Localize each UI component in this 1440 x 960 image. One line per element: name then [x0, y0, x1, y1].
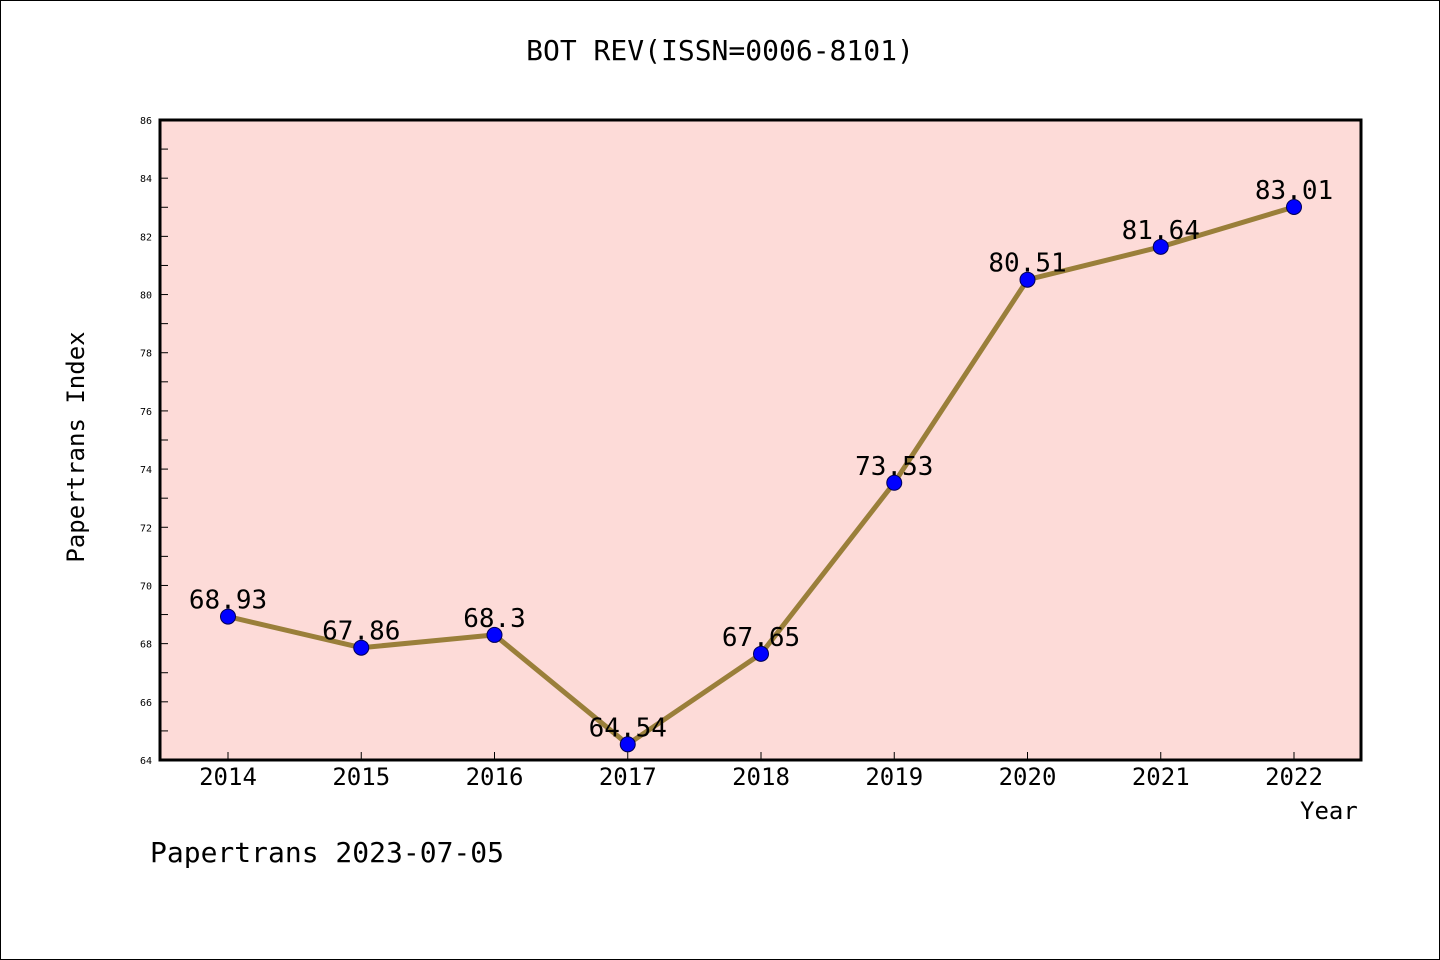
data-label: 68.93 [189, 586, 267, 616]
data-point [619, 736, 636, 753]
y-tick-label: 66 [140, 698, 152, 709]
data-point [886, 474, 903, 491]
data-point [753, 645, 769, 662]
x-tick-label: 2019 [865, 763, 923, 791]
chart-title: BOT REV(ISSN=0006-8101) [526, 34, 914, 67]
data-label: 68.3 [463, 604, 526, 634]
x-tick-label: 2018 [732, 763, 790, 791]
x-axis-label: Year [1300, 797, 1358, 825]
x-tick-label: 2014 [199, 763, 257, 791]
data-point [220, 608, 236, 625]
x-tick-label: 2022 [1265, 763, 1323, 791]
data-label: 73.53 [855, 452, 933, 482]
data-point [486, 626, 503, 643]
y-tick-label: 74 [140, 465, 152, 476]
data-point [1152, 238, 1169, 255]
y-axis-label: Papertrans Index [62, 331, 90, 563]
y-tick-label: 80 [140, 291, 152, 302]
y-tick-label: 84 [140, 174, 152, 185]
x-tick-label: 2017 [599, 763, 657, 791]
plot-border [158, 118, 1363, 762]
x-tick-label: 2015 [332, 763, 390, 791]
y-tick-label: 70 [140, 581, 152, 592]
data-label: 80.51 [988, 249, 1066, 279]
data-point [353, 639, 370, 656]
data-label: 83.01 [1255, 176, 1333, 206]
y-tick-label: 86 [140, 116, 152, 127]
y-tick-label: 64 [140, 756, 152, 767]
data-label: 81.64 [1122, 216, 1200, 246]
data-label: 67.86 [322, 617, 400, 647]
data-point [1286, 198, 1302, 215]
y-tick-label: 72 [140, 523, 152, 534]
x-tick-label: 2020 [999, 763, 1057, 791]
y-tick-label: 78 [140, 349, 152, 360]
y-tick-label: 82 [140, 232, 152, 243]
x-tick-label: 2016 [466, 763, 524, 791]
data-label: 64.54 [589, 713, 667, 743]
footer-text: Papertrans 2023-07-05 [150, 836, 505, 869]
x-tick-label: 2021 [1132, 763, 1190, 791]
y-tick-label: 68 [140, 640, 152, 651]
y-tick-label: 76 [140, 407, 152, 418]
data-point [1019, 271, 1036, 288]
data-label: 67.65 [722, 623, 800, 653]
